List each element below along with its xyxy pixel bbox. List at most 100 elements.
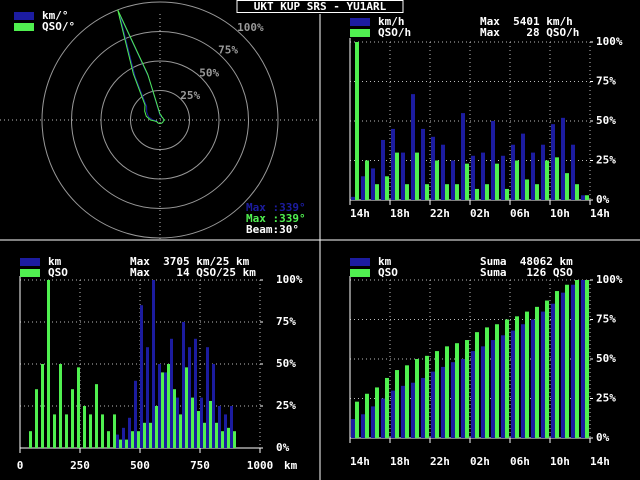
bar [119, 439, 122, 448]
bar [221, 431, 224, 448]
bar [545, 300, 549, 438]
bar [501, 155, 505, 200]
bar [215, 422, 218, 448]
bar [365, 393, 369, 438]
bar [197, 411, 200, 448]
bar [209, 400, 212, 448]
bar [495, 163, 499, 200]
bar [134, 380, 137, 448]
annotation: Max 14 QSO/25 km [130, 266, 256, 279]
bar [415, 152, 419, 200]
bar [164, 372, 167, 448]
bar [173, 389, 176, 448]
bar [461, 113, 465, 200]
bar [451, 362, 455, 438]
bar [149, 422, 152, 448]
bar [158, 364, 161, 448]
bar [455, 184, 459, 200]
bar [218, 406, 221, 448]
bar [515, 316, 519, 438]
bar [431, 371, 435, 438]
bar [565, 173, 569, 200]
bar [485, 184, 489, 200]
bar [161, 372, 164, 448]
x-tick-label: 14h [350, 455, 370, 468]
legend-swatch [350, 29, 370, 37]
bar [351, 196, 355, 200]
x-tick-label: 22h [430, 207, 450, 220]
bar [441, 144, 445, 200]
x-tick-label: 14h [590, 455, 610, 468]
y-tick-label: 0% [596, 193, 610, 206]
bar [385, 377, 389, 438]
bar [435, 160, 439, 200]
bar [95, 384, 98, 448]
legend-label: km/h [378, 15, 405, 28]
y-tick-label: 0% [596, 431, 610, 444]
x-tick-label: 14h [590, 207, 610, 220]
bar [47, 280, 50, 448]
bar [461, 359, 465, 438]
bar [137, 431, 140, 448]
bar [445, 184, 449, 200]
x-tick-label: 500 [130, 459, 150, 472]
bar [481, 346, 485, 438]
bar [385, 176, 389, 200]
bar [401, 385, 405, 438]
bar [491, 121, 495, 200]
bar [425, 355, 429, 438]
ring-label: 50% [199, 66, 219, 79]
polar-line [117, 9, 166, 125]
bar [212, 364, 215, 448]
bar [531, 319, 535, 438]
bar [113, 414, 116, 448]
bar [541, 311, 545, 438]
bar [451, 160, 455, 200]
bar [381, 398, 385, 438]
annotation: Beam:30° [246, 223, 299, 236]
y-tick-label: 50% [276, 357, 296, 370]
y-tick-label: 50% [596, 352, 616, 365]
bar [551, 303, 555, 438]
bar [431, 136, 435, 200]
bar [233, 431, 236, 448]
legend-swatch [14, 23, 34, 31]
bar [65, 414, 68, 448]
bar [365, 160, 369, 200]
bar [179, 414, 182, 448]
bar [351, 419, 355, 438]
bar [182, 322, 185, 448]
bar [77, 367, 80, 448]
legend-swatch [350, 258, 370, 266]
y-tick-label: 25% [276, 399, 296, 412]
bar [361, 176, 365, 200]
annotation: Max :339° [246, 201, 306, 214]
bar [585, 195, 589, 200]
bar [441, 366, 445, 438]
y-tick-label: 100% [596, 273, 623, 286]
bar [561, 117, 565, 200]
bar [131, 431, 134, 448]
bar [491, 340, 495, 438]
bar [565, 284, 569, 438]
y-tick-label: 100% [276, 273, 303, 286]
bar [575, 280, 579, 438]
annotation: Suma 48062 km [480, 255, 573, 268]
bar [200, 397, 203, 448]
bar [116, 434, 119, 448]
bar [391, 128, 395, 200]
legend-swatch [350, 269, 370, 277]
bar [355, 42, 359, 200]
bar [585, 280, 589, 438]
bar [361, 414, 365, 438]
ring-label: 25% [180, 89, 200, 102]
bar [35, 389, 38, 448]
bar [146, 347, 149, 448]
bar [59, 364, 62, 448]
bar [525, 179, 529, 200]
bar [421, 128, 425, 200]
bar [521, 324, 525, 438]
bar [415, 359, 419, 438]
bar [465, 340, 469, 438]
